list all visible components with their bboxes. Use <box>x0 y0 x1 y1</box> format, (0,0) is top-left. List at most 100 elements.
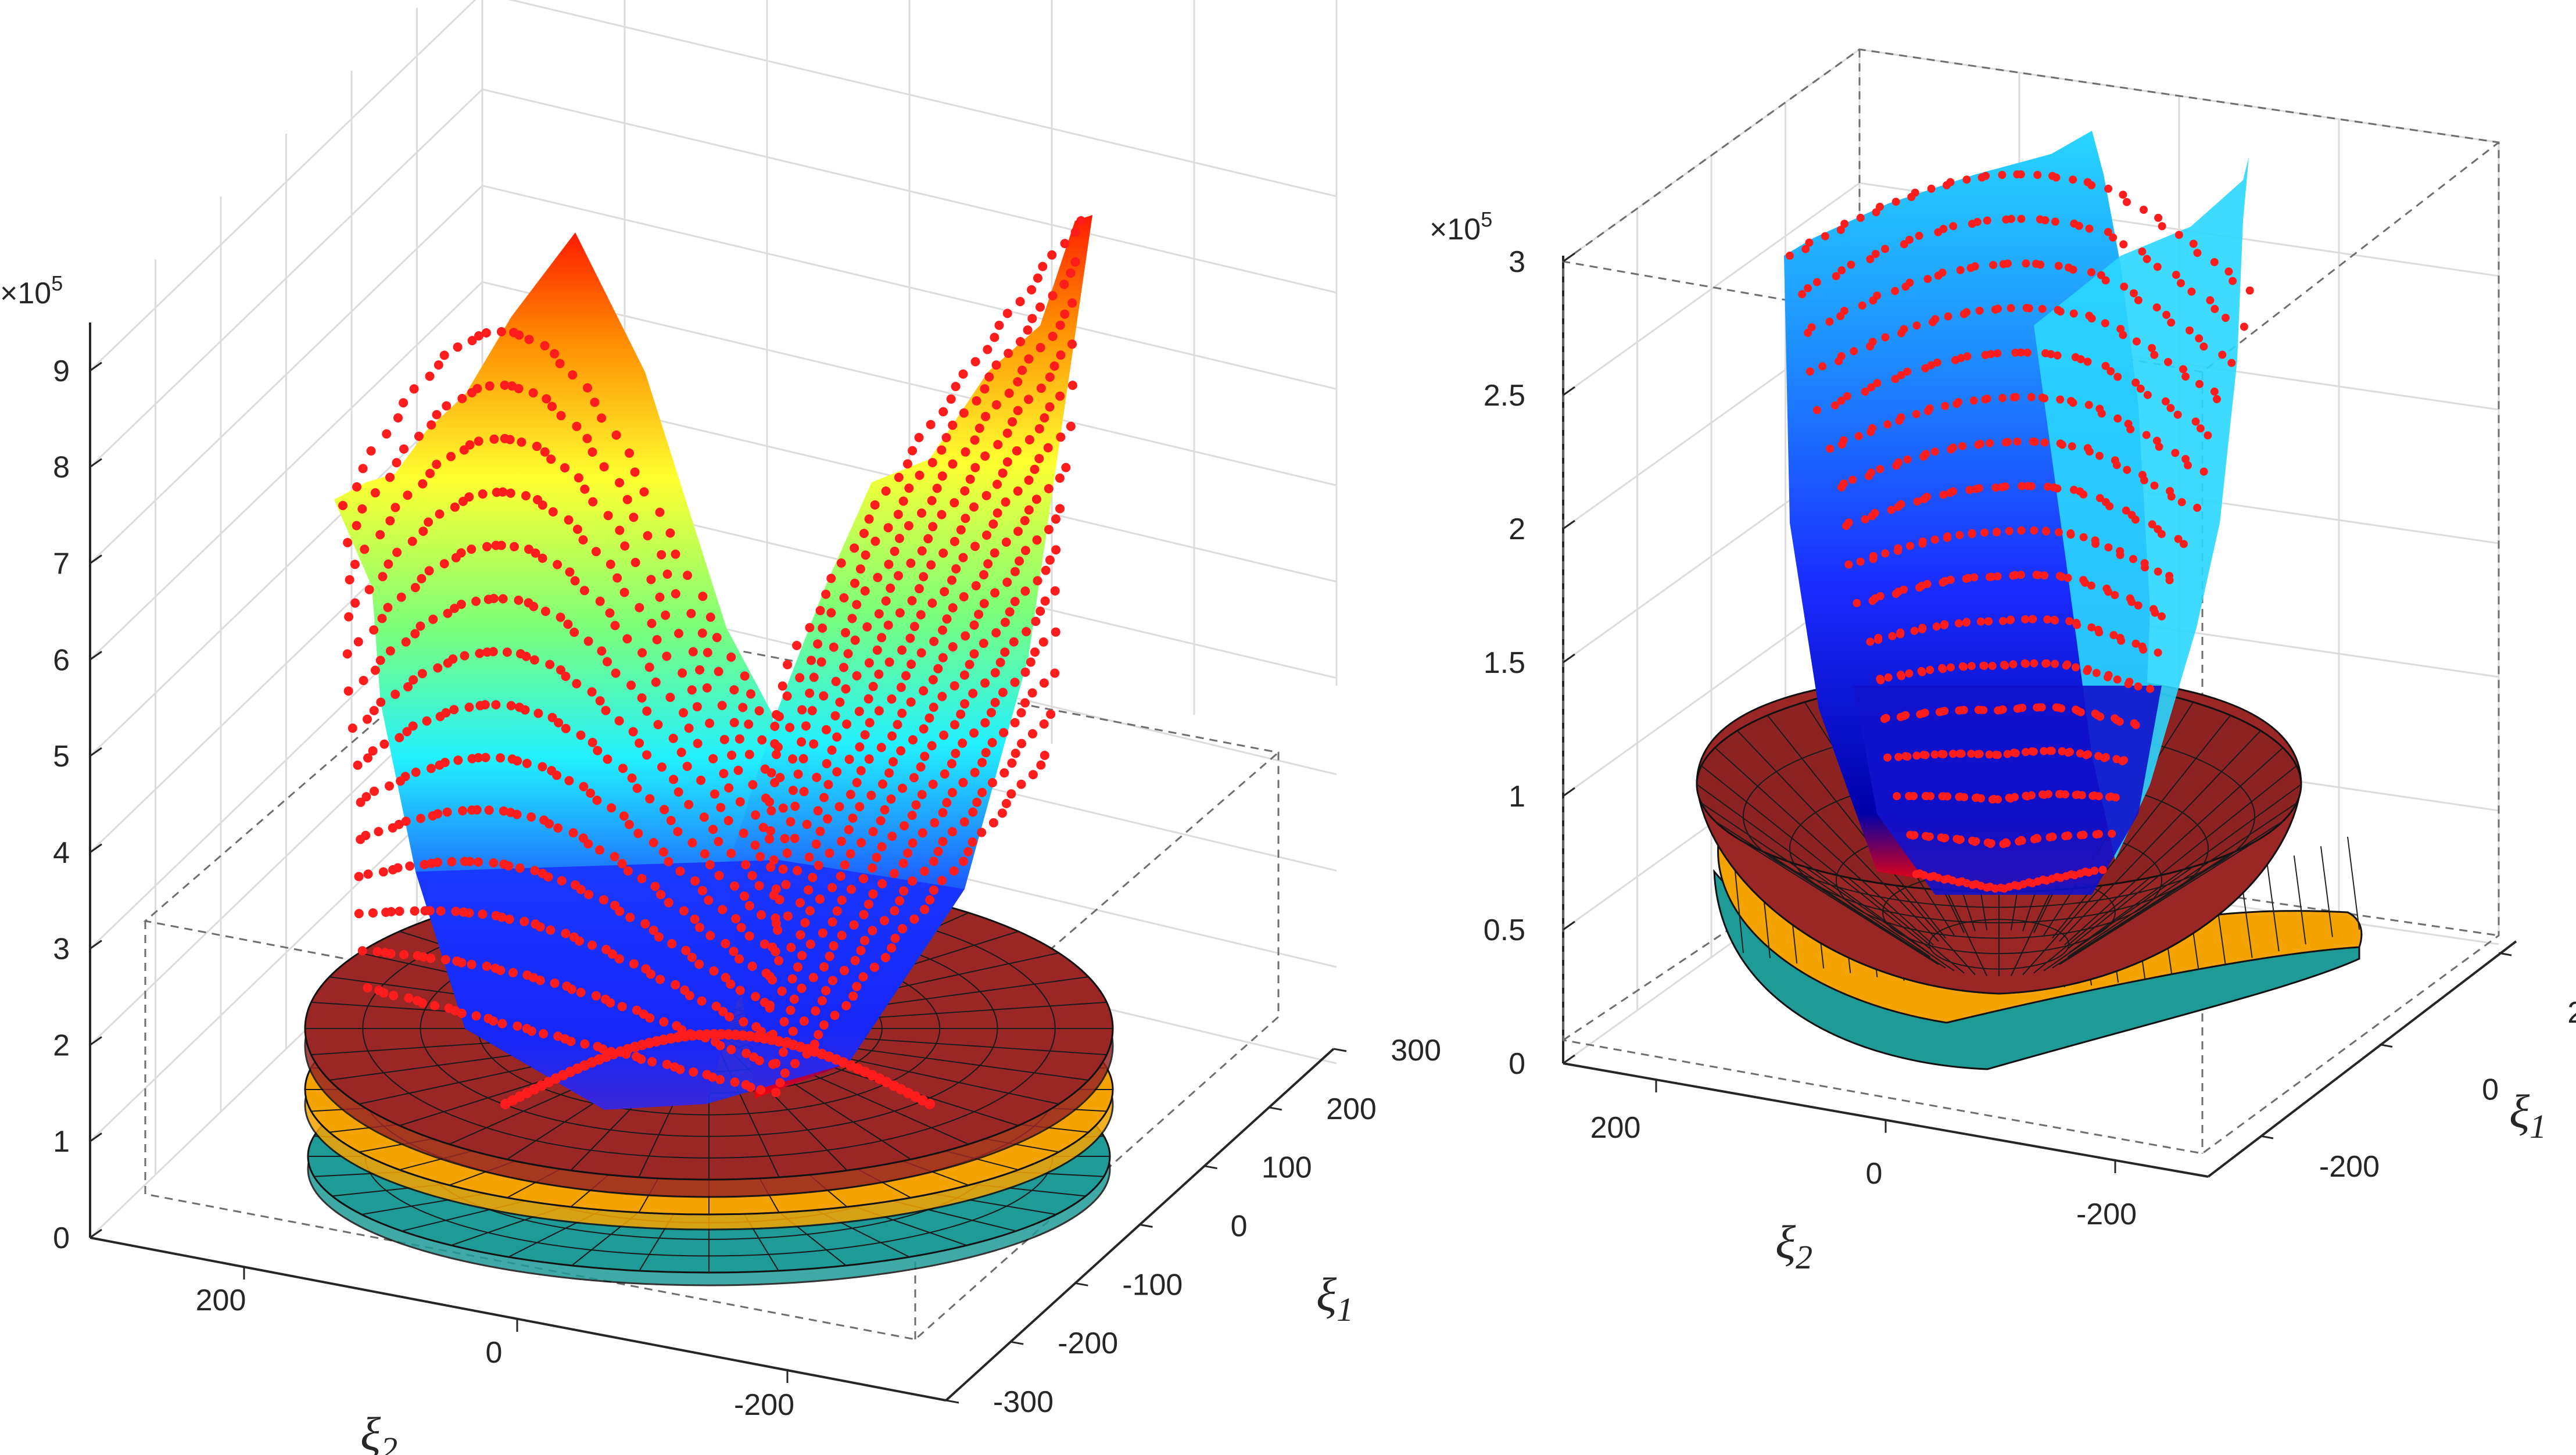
right-marker-663 <box>2245 286 2254 295</box>
left-marker-679 <box>815 826 825 836</box>
left-marker-26 <box>372 947 382 956</box>
left-marker-667 <box>805 906 815 916</box>
left-marker-822 <box>900 821 909 831</box>
left-marker-823 <box>898 858 908 868</box>
right-marker-138 <box>1891 286 1900 295</box>
left-marker-537 <box>739 829 748 838</box>
left-marker-556 <box>751 992 761 1001</box>
right-marker-95 <box>1896 628 1905 637</box>
right-marker-412 <box>2053 351 2062 360</box>
left-marker-1053 <box>1049 361 1059 371</box>
left-marker-209 <box>497 1019 507 1028</box>
left-marker-876 <box>929 703 938 712</box>
left-marker-455 <box>673 827 683 837</box>
left-marker-683 <box>819 962 829 972</box>
left-marker-328 <box>587 687 597 697</box>
right-bowl-spoke-22 <box>1767 715 1946 938</box>
right-marker-248 <box>1962 618 1971 626</box>
left-marker-127 <box>432 410 442 420</box>
left-marker-805 <box>893 720 902 729</box>
left-xi1-tick-label-5: -200 <box>1058 1327 1118 1360</box>
right-marker-90 <box>1868 424 1877 432</box>
left-marker-140 <box>439 350 449 360</box>
left-marker-954 <box>991 400 1001 410</box>
left-marker-922 <box>948 827 957 837</box>
right-marker-238 <box>1946 178 1955 187</box>
right-marker-503 <box>2073 621 2081 629</box>
left-marker-777 <box>876 743 886 752</box>
left-marker-362 <box>606 998 615 1008</box>
right-marker-163 <box>1932 622 1941 631</box>
right-marker-157 <box>1903 367 1912 376</box>
left-marker-851 <box>908 838 918 848</box>
left-marker-1071 <box>1051 514 1061 524</box>
left-marker-342 <box>595 696 605 706</box>
left-z-tick-label-9: 9 <box>53 354 70 388</box>
right-orange-saddle-mesh-22 <box>2320 846 2333 937</box>
left-marker-818 <box>901 671 911 680</box>
left-marker-115 <box>424 517 433 527</box>
right-marker-548 <box>2136 384 2145 393</box>
right-marker-476 <box>2119 191 2127 199</box>
left-marker-149 <box>458 806 467 816</box>
left-xi1-tick-label-4: -100 <box>1122 1268 1183 1302</box>
left-marker-909 <box>937 876 947 886</box>
right-marker-127 <box>1906 542 1914 550</box>
left-marker-438 <box>665 693 675 703</box>
left-marker-316 <box>579 782 589 791</box>
right-marker-314 <box>1993 528 2001 536</box>
left-marker-596 <box>768 942 778 952</box>
left-marker-1036 <box>1047 250 1057 260</box>
right-z-tick-label-3: 1.5 <box>1484 646 1525 680</box>
left-marker-573 <box>756 1085 766 1095</box>
right-xi1-tick-label-0: 200 <box>2567 996 2576 1030</box>
right-marker-227 <box>1949 443 1957 452</box>
left-marker-955 <box>993 440 1003 450</box>
left-marker-972 <box>990 548 999 558</box>
left-marker-1079 <box>1070 257 1080 267</box>
left-marker-826 <box>914 433 924 442</box>
left-marker-14 <box>352 482 361 492</box>
left-marker-76 <box>403 682 413 691</box>
left-marker-254 <box>532 442 542 451</box>
left-marker-637 <box>793 866 802 876</box>
left-marker-477 <box>697 628 707 638</box>
left-marker-958 <box>983 559 993 569</box>
left-marker-904 <box>950 681 959 691</box>
left-marker-781 <box>868 889 878 899</box>
left-marker-915 <box>958 553 968 562</box>
left-marker-468 <box>684 800 694 809</box>
left-marker-799 <box>898 496 908 506</box>
left-marker-806 <box>888 757 898 766</box>
left-marker-931 <box>969 620 979 630</box>
left-marker-227 <box>506 488 515 498</box>
left-marker-147 <box>449 705 459 715</box>
right-bowl-spoke-14 <box>1767 853 1946 969</box>
left-marker-540 <box>736 923 746 933</box>
left-marker-810 <box>890 906 900 916</box>
left-marker-213 <box>498 487 508 497</box>
left-marker-167 <box>471 1011 481 1021</box>
left-marker-1060 <box>1030 647 1040 657</box>
left-marker-719 <box>842 719 852 729</box>
left-marker-1067 <box>1056 350 1066 360</box>
right-marker-648 <box>2218 350 2227 359</box>
left-marker-595 <box>771 913 780 923</box>
right-marker-298 <box>1987 572 1996 581</box>
left-marker-497 <box>705 860 715 870</box>
left-marker-835 <box>909 773 919 783</box>
left-marker-848 <box>919 724 929 734</box>
left-marker-387 <box>623 866 633 876</box>
right-marker-584 <box>2140 476 2148 485</box>
left-marker-1023 <box>1036 302 1045 312</box>
left-marker-648 <box>798 754 808 764</box>
left-marker-991 <box>987 738 997 747</box>
left-marker-753 <box>859 910 869 919</box>
left-marker-780 <box>872 852 882 862</box>
right-valley-surface <box>1784 131 2254 895</box>
right-marker-459 <box>2104 184 2113 193</box>
left-marker-762 <box>865 718 875 728</box>
left-marker-196 <box>481 328 491 338</box>
